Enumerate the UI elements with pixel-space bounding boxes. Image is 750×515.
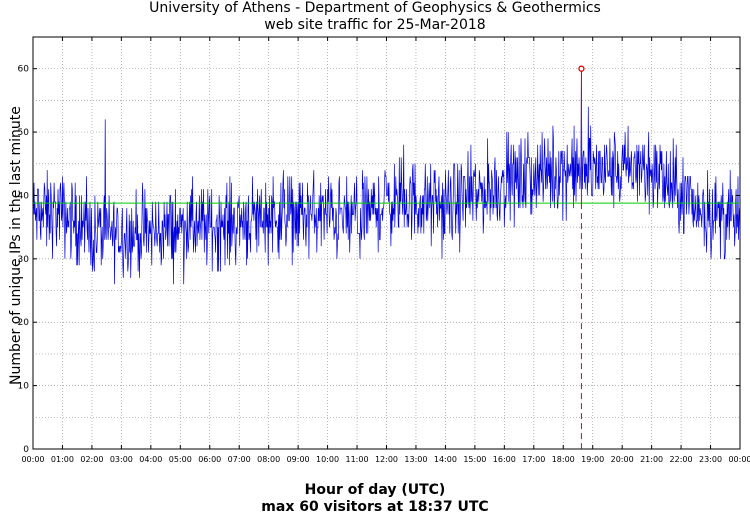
y-tick-label: 30 — [18, 255, 30, 265]
chart-title: University of Athens - Department of Geo… — [149, 0, 601, 16]
x-tick-label: 02:00 — [80, 455, 103, 464]
x-tick-label: 23:00 — [699, 455, 722, 464]
x-tick-label: 21:00 — [640, 455, 663, 464]
max-visitors-caption: max 60 visitors at 18:37 UTC — [261, 499, 489, 515]
y-tick-label: 60 — [18, 65, 30, 75]
x-tick-label: 19:00 — [581, 455, 604, 464]
x-tick-label: 01:00 — [51, 455, 74, 464]
x-tick-label: 00:00 — [21, 455, 44, 464]
y-tick-label: 10 — [18, 382, 30, 392]
x-tick-label: 04:00 — [139, 455, 162, 464]
x-tick-label: 08:00 — [257, 455, 280, 464]
x-tick-label: 22:00 — [670, 455, 693, 464]
x-tick-label: 07:00 — [228, 455, 251, 464]
x-tick-label: 14:00 — [434, 455, 457, 464]
max-point-marker — [578, 65, 585, 72]
y-tick-label: 50 — [18, 128, 30, 138]
x-tick-label: 17:00 — [522, 455, 545, 464]
x-tick-label: 20:00 — [611, 455, 634, 464]
x-tick-label: 00:00 — [728, 455, 750, 464]
y-tick-label: 40 — [18, 191, 30, 201]
x-tick-label: 13:00 — [404, 455, 427, 464]
x-tick-label: 10:00 — [316, 455, 339, 464]
y-tick-label: 0 — [23, 445, 29, 455]
x-tick-label: 06:00 — [198, 455, 221, 464]
traffic-series-line — [32, 68, 740, 285]
y-tick-label: 20 — [18, 318, 30, 328]
x-tick-label: 12:00 — [375, 455, 398, 464]
x-tick-label: 11:00 — [346, 455, 369, 464]
x-tick-label: 09:00 — [287, 455, 310, 464]
x-tick-label: 15:00 — [463, 455, 486, 464]
x-tick-label: 03:00 — [110, 455, 133, 464]
chart-subtitle: web site traffic for 25-Mar-2018 — [264, 17, 486, 33]
x-tick-label: 16:00 — [493, 455, 516, 464]
plot-area — [32, 36, 741, 450]
x-axis-label: Hour of day (UTC) — [304, 482, 446, 498]
x-tick-label: 18:00 — [552, 455, 575, 464]
x-tick-label: 05:00 — [169, 455, 192, 464]
